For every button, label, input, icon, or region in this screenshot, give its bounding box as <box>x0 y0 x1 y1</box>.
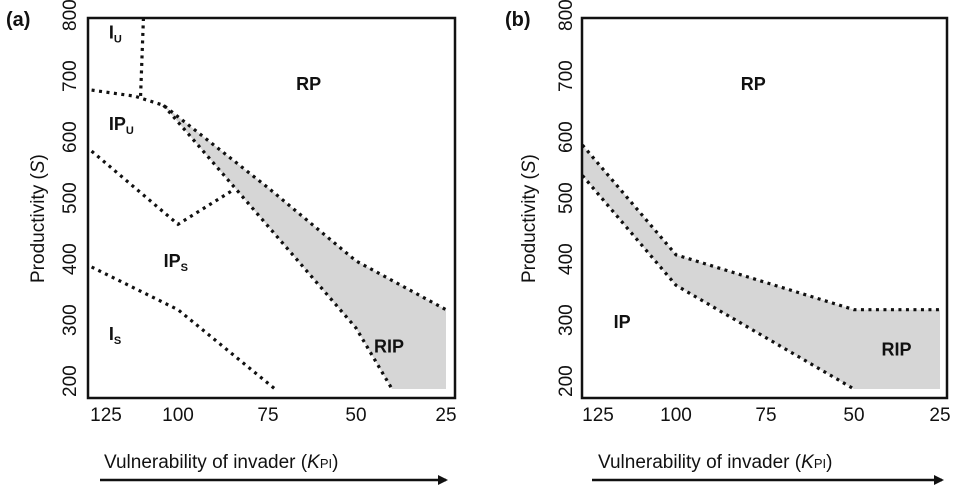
x-axis-label-var: K <box>307 452 321 473</box>
region-label-is: IS <box>109 324 121 347</box>
y-tick-label: 700 <box>60 60 81 92</box>
x-tick-label: 125 <box>582 405 614 426</box>
x-axis-label-b: Vulnerability of invader (KPI) <box>598 452 832 473</box>
plot-frame-a <box>86 16 457 400</box>
x-axis-label-sub: PI <box>320 456 332 471</box>
y-axis-label-var: S <box>28 160 49 173</box>
x-axis-label-end: ) <box>332 452 338 473</box>
y-tick-label: 600 <box>556 121 577 153</box>
x-tick-label: 50 <box>843 405 864 426</box>
y-axis-label-end: ) <box>28 154 49 160</box>
shaded-rip-region <box>582 145 940 389</box>
y-tick-label: 500 <box>556 182 577 214</box>
boundary-line-lower <box>581 174 855 391</box>
y-tick-label: 800 <box>556 0 577 31</box>
plot-area-a: IU RP IPU IPS IS RIP <box>90 17 447 391</box>
y-tick-label: 200 <box>60 365 81 397</box>
panel-label-a: (a) <box>6 9 30 31</box>
boundary-line-ru-upper <box>91 88 447 312</box>
region-label-ip: IP <box>614 312 631 332</box>
x-tick-label: 100 <box>660 405 692 426</box>
x-axis-label-a: Vulnerability of invader (KPI) <box>104 452 338 473</box>
x-ticks-a: 125 100 75 50 25 <box>90 405 456 426</box>
y-axis-label-a: Productivity (S) <box>28 154 49 283</box>
region-label-ips: IPS <box>164 251 188 274</box>
y-tick-label: 600 <box>60 121 81 153</box>
region-label-rp: RP <box>296 74 321 94</box>
x-axis-label-main: Vulnerability of invader ( <box>598 452 802 473</box>
x-tick-label: 75 <box>755 405 776 426</box>
y-axis-label-end: ) <box>519 154 540 160</box>
y-tick-label: 300 <box>556 304 577 336</box>
x-axis-label-end: ) <box>826 452 832 473</box>
x-tick-label: 125 <box>90 405 122 426</box>
plot-area-b: RP IP RIP <box>581 74 940 391</box>
y-tick-label: 300 <box>60 304 81 336</box>
region-label-rip: RIP <box>882 339 912 359</box>
x-tick-label: 75 <box>257 405 278 426</box>
x-tick-label: 50 <box>345 405 366 426</box>
x-tick-label: 25 <box>929 405 950 426</box>
x-tick-label: 100 <box>162 405 194 426</box>
y-tick-label: 400 <box>60 243 81 275</box>
y-tick-label: 500 <box>60 182 81 214</box>
boundary-line-ipu-ips <box>90 149 233 227</box>
x-axis-label-var: K <box>801 452 815 473</box>
y-tick-label: 700 <box>556 60 577 92</box>
y-ticks-a: 200 300 400 500 600 700 800 <box>60 0 81 397</box>
y-tick-label: 400 <box>556 243 577 275</box>
plot-frame-b <box>580 16 949 400</box>
boundary-line-ru-lower <box>162 104 394 390</box>
x-tick-label: 25 <box>435 405 456 426</box>
x-axis-label-main: Vulnerability of invader ( <box>104 452 308 473</box>
y-axis-label-var: S <box>519 160 540 173</box>
region-label-rip: RIP <box>374 336 404 356</box>
y-tick-label: 800 <box>60 0 81 31</box>
region-label-rp: RP <box>741 74 766 94</box>
boundary-line-iu-vertical <box>138 17 146 97</box>
y-axis-label-main: Productivity ( <box>28 173 49 283</box>
panel-a: (a) IU RP IPU IPS IS RIP 200 300 400 500 600 … <box>6 0 457 485</box>
x-ticks-b: 125 100 75 50 25 <box>582 405 950 426</box>
x-axis-label-sub: PI <box>814 456 826 471</box>
y-tick-label: 200 <box>556 365 577 397</box>
y-ticks-b: 200 300 400 500 600 700 800 <box>556 0 577 397</box>
panel-label-b: (b) <box>505 9 531 31</box>
y-axis-label-b: Productivity (S) <box>519 154 540 283</box>
y-axis-label-main: Productivity ( <box>519 173 540 283</box>
boundary-line-ips-is <box>90 265 277 391</box>
region-label-ipu: IPU <box>109 114 134 137</box>
region-label-iu: IU <box>109 22 122 45</box>
shaded-rip-region <box>163 105 446 389</box>
